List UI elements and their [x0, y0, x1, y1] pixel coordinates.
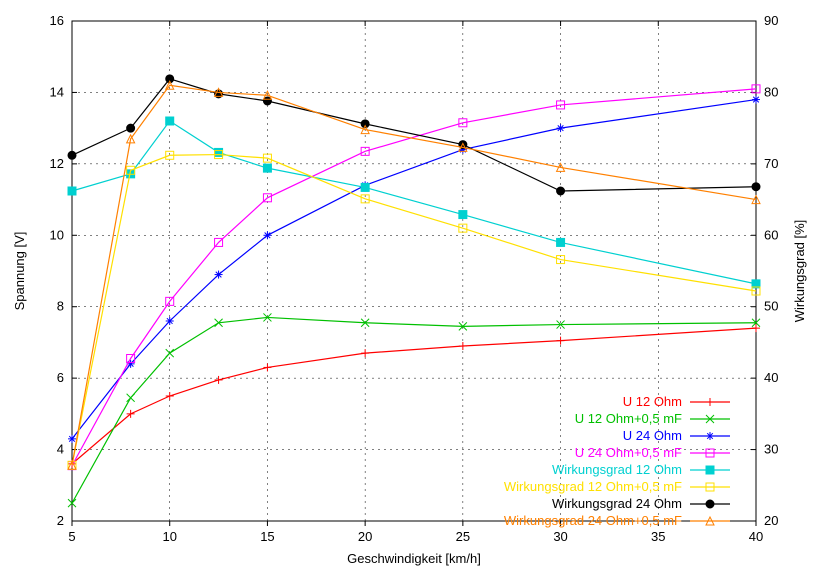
- y-left-tick-label: 16: [50, 13, 64, 28]
- y-right-tick-label: 40: [764, 370, 778, 385]
- chart-svg: 5 10 15 20 25 30 35 40 2 4 6 8 10 12 14 16 20 30 40 50 60 70 8…: [0, 0, 814, 570]
- legend-label: U 24 Ohm: [623, 428, 682, 443]
- y-left-tick-label: 12: [50, 156, 64, 171]
- legend-label: U 12 Ohm+0,5 mF: [575, 411, 682, 426]
- x-tick-label: 20: [358, 529, 372, 544]
- y-right-tick-label: 60: [764, 227, 778, 242]
- legend-label: Wirkungsgrad 12 Ohm: [552, 462, 682, 477]
- x-tick-label: 5: [68, 529, 75, 544]
- y-left-tick-label: 4: [57, 442, 64, 457]
- legend-label: Wirkungsgrad 12 Ohm+0,5 mF: [504, 479, 682, 494]
- y-left-tick-label: 14: [50, 84, 64, 99]
- legend-label: U 24 Ohm+0,5 mF: [575, 445, 682, 460]
- y-right-tick-label: 30: [764, 442, 778, 457]
- y-right-tick-label: 70: [764, 156, 778, 171]
- y-right-tick-label: 50: [764, 299, 778, 314]
- legend-label: Wirkungsgrad 24 Ohm+0,5 mF: [504, 513, 682, 528]
- chart-container: 5 10 15 20 25 30 35 40 2 4 6 8 10 12 14 16 20 30 40 50 60 70 8…: [0, 0, 814, 570]
- x-tick-label: 15: [260, 529, 274, 544]
- y-right-tick-label: 20: [764, 513, 778, 528]
- y-right-tick-label: 90: [764, 13, 778, 28]
- x-tick-label: 25: [456, 529, 470, 544]
- x-tick-label: 30: [553, 529, 567, 544]
- x-tick-label: 40: [749, 529, 763, 544]
- x-axis-label: Geschwindigkeit [km/h]: [347, 551, 481, 566]
- legend-label: U 12 Ohm: [623, 394, 682, 409]
- y-left-axis-label: Spannung [V]: [12, 232, 27, 311]
- y-right-tick-label: 80: [764, 84, 778, 99]
- y-left-tick-label: 10: [50, 227, 64, 242]
- x-tick-label: 10: [162, 529, 176, 544]
- y-left-tick-label: 8: [57, 299, 64, 314]
- legend-label: Wirkungsgrad 24 Ohm: [552, 496, 682, 511]
- y-right-axis-label: Wirkungsgrad [%]: [792, 220, 807, 323]
- x-tick-label: 35: [651, 529, 665, 544]
- y-left-tick-label: 2: [57, 513, 64, 528]
- y-left-tick-label: 6: [57, 370, 64, 385]
